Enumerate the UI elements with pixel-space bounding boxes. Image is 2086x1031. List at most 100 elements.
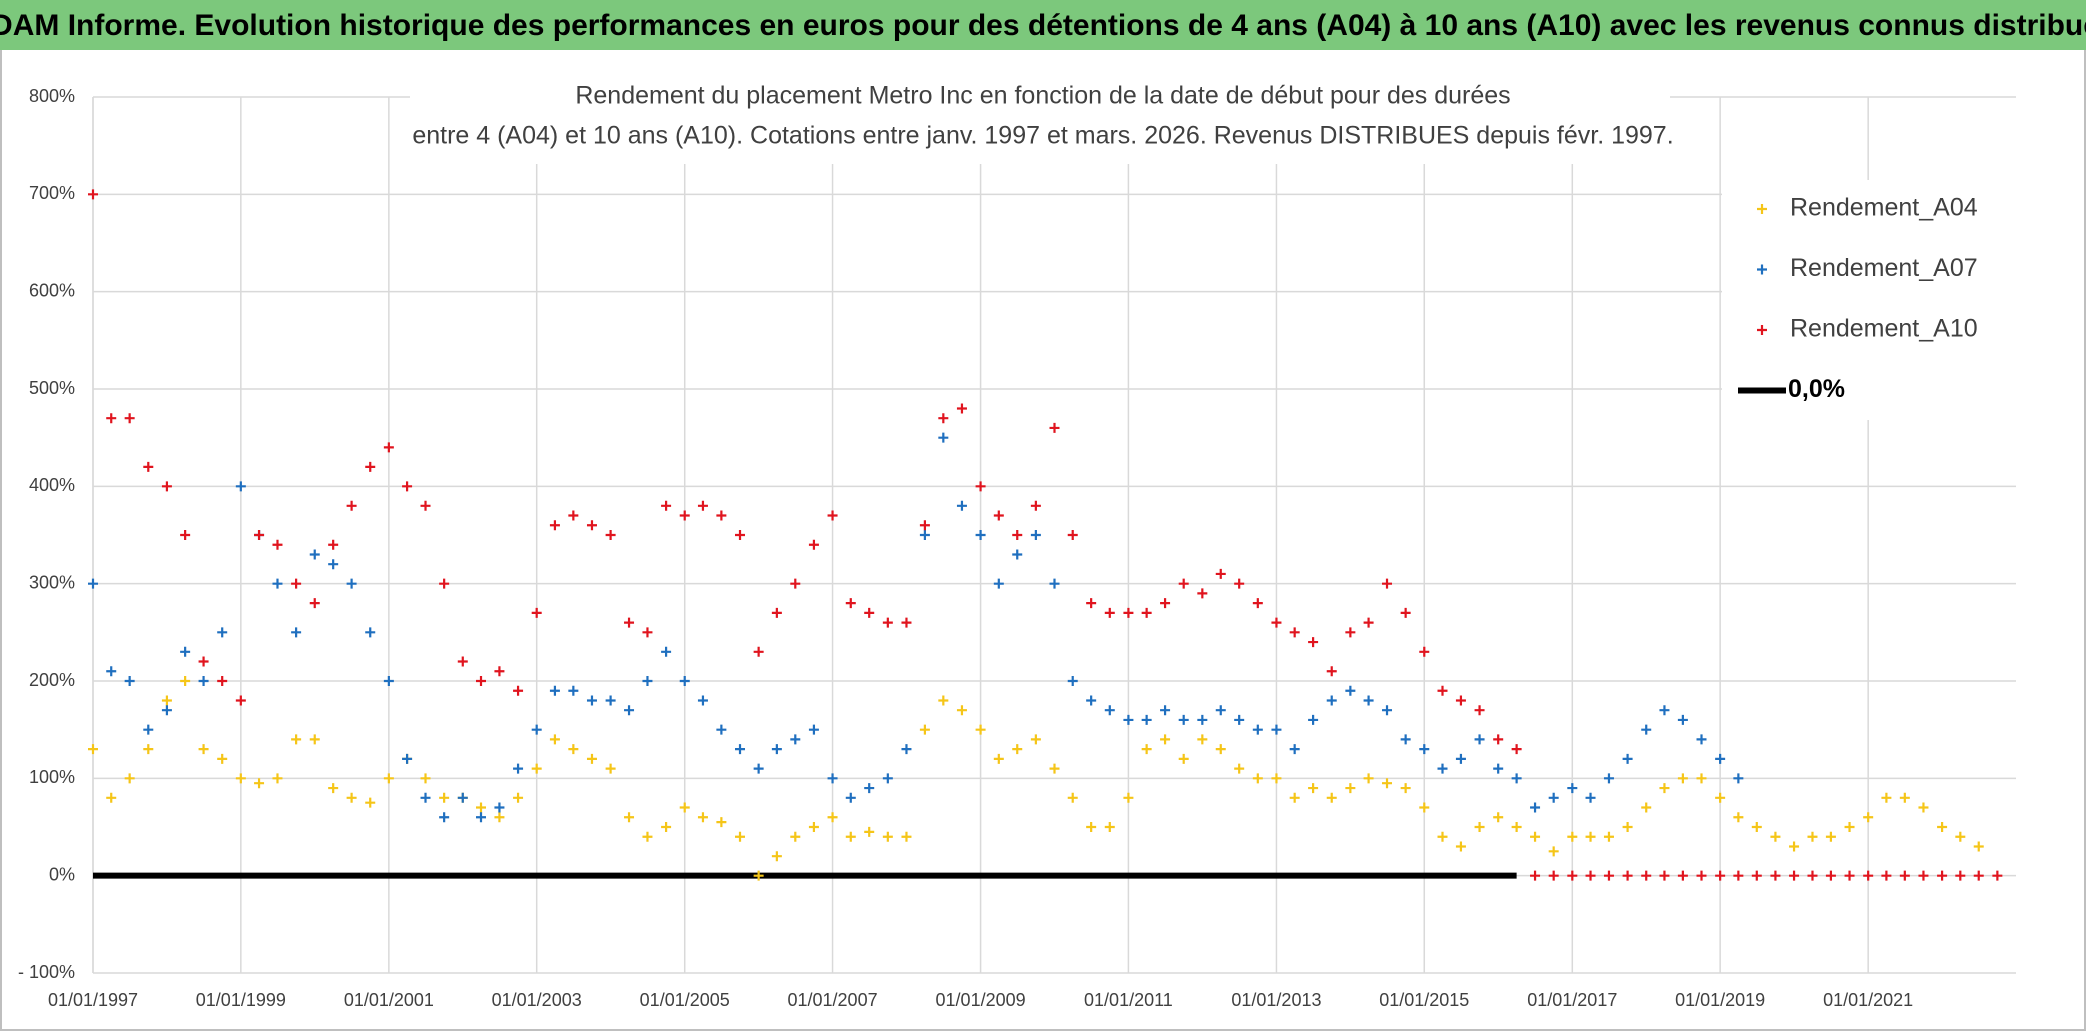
- point: [1289, 627, 1300, 638]
- point: [235, 481, 246, 492]
- point: [1493, 763, 1504, 774]
- point: [1881, 792, 1892, 803]
- point: [513, 763, 524, 774]
- point: [1511, 744, 1522, 755]
- point: [975, 724, 986, 735]
- point: [716, 724, 727, 735]
- point: [1252, 598, 1263, 609]
- point: [956, 500, 967, 511]
- point: [1677, 773, 1688, 784]
- point: [1104, 822, 1115, 832]
- point: [568, 685, 579, 696]
- header-band: [0, 0, 2086, 50]
- point: [679, 676, 690, 686]
- point: [1086, 598, 1097, 609]
- point: [568, 510, 579, 521]
- point: [1789, 841, 1800, 852]
- point: [272, 539, 283, 550]
- y-tick-label: 100%: [29, 767, 75, 787]
- point: [1197, 714, 1208, 725]
- point: [309, 734, 320, 745]
- point: [531, 724, 542, 735]
- point: [513, 792, 524, 803]
- point: [697, 500, 708, 511]
- point: [235, 695, 246, 706]
- point: [1511, 773, 1522, 784]
- point: [1308, 783, 1319, 794]
- point: [346, 792, 357, 803]
- point: [771, 607, 782, 618]
- point: [1419, 744, 1430, 755]
- point: [1271, 724, 1282, 735]
- point: [1455, 753, 1466, 764]
- point: [1308, 714, 1319, 725]
- point: [808, 822, 819, 832]
- point: [1733, 870, 1744, 881]
- point: [1123, 714, 1134, 725]
- point: [919, 530, 930, 540]
- point: [1677, 870, 1688, 881]
- point: [1326, 666, 1337, 677]
- point: [697, 812, 708, 823]
- point: [549, 685, 560, 696]
- point: [272, 773, 283, 784]
- point: [1252, 724, 1263, 735]
- point: [679, 802, 690, 813]
- point: [642, 831, 653, 842]
- point: [198, 656, 209, 667]
- legend-swatch: [1757, 325, 1767, 335]
- point: [1197, 588, 1208, 599]
- x-tick-label: 01/01/2015: [1379, 990, 1469, 1010]
- point: [919, 724, 930, 735]
- point: [1363, 695, 1374, 706]
- point: [882, 773, 893, 784]
- point: [88, 744, 98, 755]
- point: [402, 481, 413, 492]
- point: [1548, 870, 1559, 881]
- point: [106, 413, 117, 424]
- point: [735, 831, 746, 842]
- point: [864, 826, 875, 837]
- point: [882, 831, 893, 842]
- point: [457, 656, 468, 667]
- point: [1844, 870, 1855, 881]
- point: [1973, 841, 1984, 852]
- x-tick-label: 01/01/2011: [1084, 990, 1173, 1010]
- point: [901, 831, 912, 842]
- point: [328, 539, 339, 550]
- point: [494, 802, 505, 813]
- point: [88, 189, 98, 200]
- point: [901, 617, 912, 628]
- point: [827, 812, 838, 823]
- point: [1789, 870, 1800, 881]
- point: [568, 744, 579, 755]
- legend-items: Rendement_A04 Rendement_A07 Rendement_A10 0…: [1738, 194, 1978, 403]
- point: [1049, 422, 1060, 433]
- point: [1585, 831, 1596, 842]
- point: [1086, 822, 1097, 832]
- point: [1178, 714, 1189, 725]
- point: [180, 646, 191, 657]
- point: [1215, 744, 1226, 755]
- point: [605, 530, 616, 540]
- point: [993, 578, 1004, 589]
- point: [697, 695, 708, 706]
- point: [328, 559, 339, 570]
- point: [1271, 617, 1282, 628]
- point: [624, 812, 635, 823]
- point: [1308, 637, 1319, 648]
- point: [1141, 714, 1152, 725]
- point: [1437, 831, 1448, 842]
- point: [1530, 831, 1541, 842]
- point: [1215, 568, 1226, 579]
- point: [309, 598, 320, 609]
- point: [1622, 753, 1633, 764]
- x-tick-label: 01/01/1999: [196, 990, 286, 1010]
- point: [1603, 773, 1614, 784]
- point: [272, 578, 283, 589]
- point: [845, 792, 856, 803]
- point: [1973, 870, 1984, 881]
- point: [383, 676, 394, 686]
- x-tick-label: 01/01/2005: [640, 990, 730, 1010]
- point: [383, 773, 394, 784]
